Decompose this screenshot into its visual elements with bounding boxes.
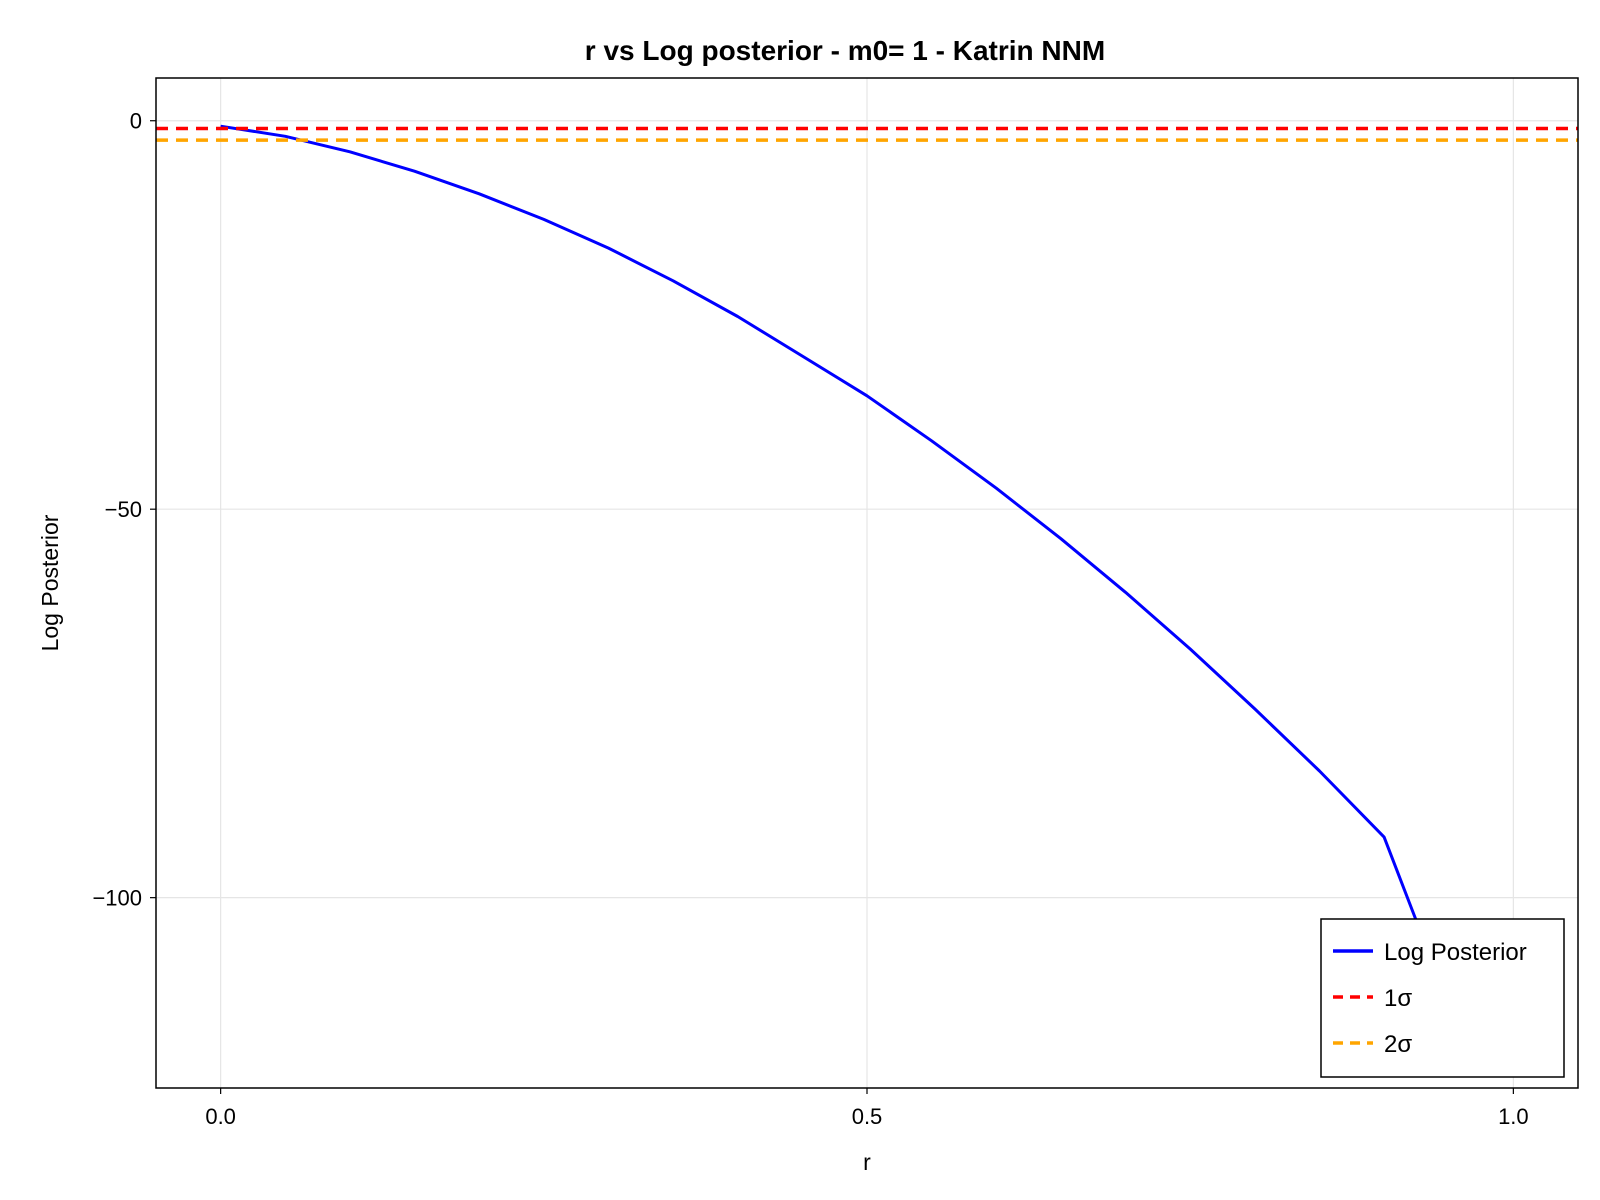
legend-label: 1σ — [1384, 985, 1412, 1012]
legend: Log Posterior 1σ 2σ — [1320, 918, 1565, 1078]
x-tick-label: 0.0 — [205, 1104, 236, 1129]
chart-title: r vs Log posterior - m0= 1 - Katrin NNM — [585, 35, 1105, 66]
y-tick-label: −50 — [105, 497, 142, 522]
grid — [156, 78, 1578, 1088]
log-posterior-line — [220, 124, 1418, 922]
y-tick-label: 0 — [130, 109, 142, 134]
series-layer — [156, 124, 1578, 922]
x-ticks: 0.0 0.5 1.0 — [205, 1088, 1529, 1129]
plot-frame — [155, 77, 1579, 1089]
x-tick-label: 0.5 — [852, 1104, 883, 1129]
legend-label: 2σ — [1384, 1031, 1412, 1058]
y-tick-label: −100 — [92, 886, 142, 911]
y-ticks: 0 −50 −100 — [92, 109, 156, 911]
legend-label: Log Posterior — [1384, 939, 1527, 966]
x-axis-label: r — [863, 1149, 871, 1175]
y-axis-label: Log Posterior — [37, 514, 63, 651]
x-tick-label: 1.0 — [1498, 1104, 1529, 1129]
legend-box — [1320, 918, 1565, 1078]
